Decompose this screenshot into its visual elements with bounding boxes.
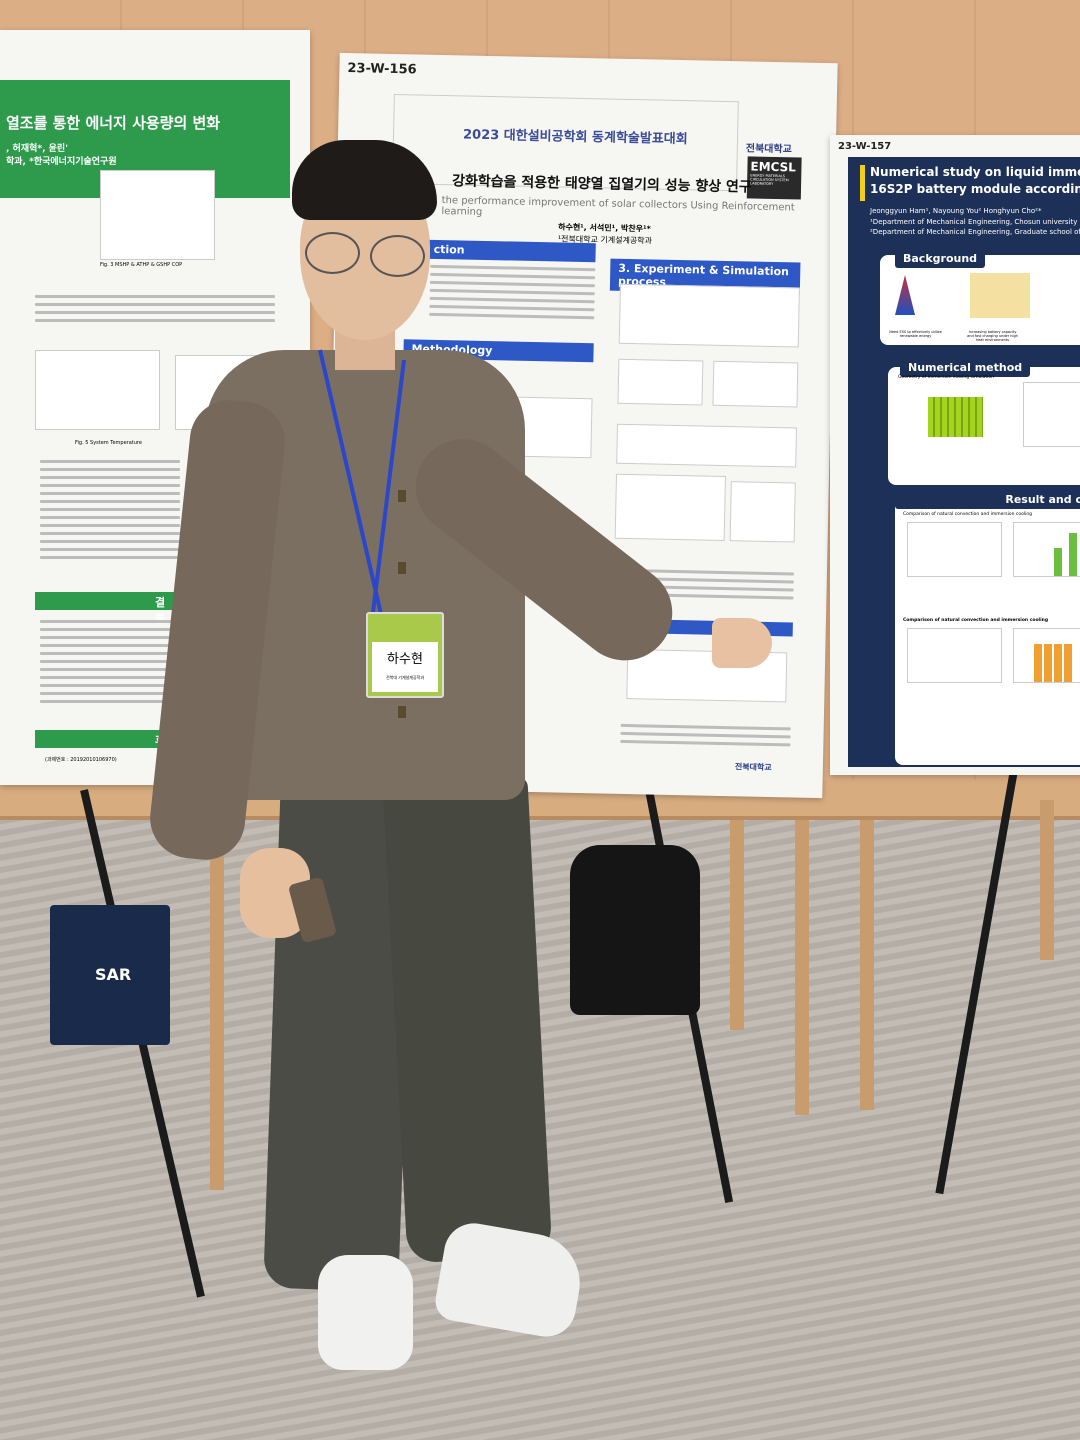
poster-authors: Jeonggyun Ham¹, Nayoung You² Honghyun Ch… (870, 207, 1042, 215)
lab-name: ENERGY MATERIALS CIRCULATION SYSTEM LABO… (750, 173, 789, 186)
result-line-chart (907, 628, 1002, 683)
university-logo: 전북대학교 (745, 143, 792, 156)
background-section: Background Need ESS to effectively utili… (880, 249, 1080, 345)
section-conclusion: 결론 (35, 592, 275, 625)
temperature-plot (617, 358, 704, 406)
method-subtitle: Geometry of immersion cooling simulation (898, 375, 994, 380)
poster-title-english: the performance improvement of solar col… (441, 195, 795, 218)
result-line-chart (907, 522, 1002, 577)
energy-graph-icon (895, 275, 915, 315)
affiliation-1: ¹Department of Mechanical Engineering, C… (870, 218, 1078, 226)
method-figure (481, 395, 593, 459)
bg-caption: Increasing battery capacity and fast cha… (967, 330, 1018, 342)
table-leg (210, 820, 224, 1190)
section-background: Background (895, 249, 986, 268)
poster-left-title: 열조를 통한 에너지 사용량의 변화 (6, 114, 221, 132)
footer-university-logo: 전북대학교 (734, 762, 772, 773)
results-plot (626, 649, 788, 703)
section-numerical-method: Numerical method (900, 358, 1031, 377)
hyperparameter-table (729, 481, 796, 543)
table-leg (730, 820, 744, 1030)
poster-left: 열조를 통한 에너지 사용량의 변화 , 허재혁*, 윤린' 학과, *한국에너… (0, 30, 310, 785)
experiment-schematic (618, 283, 800, 348)
specification-table (1023, 382, 1080, 447)
temperature-chart (175, 355, 290, 430)
result-subtitle: Comparison of natural convection and imm… (903, 512, 1033, 517)
result-bar-chart (1013, 522, 1080, 577)
grant-number: (과제번호 : 20192010106970) (45, 757, 117, 763)
poster-center: 23-W-156 2023 대한설비공학회 동계학술발표대회 전북대학교 EMC… (324, 52, 838, 799)
section-results (612, 618, 793, 637)
cop-chart (100, 170, 215, 260)
table-leg (1040, 800, 1054, 960)
poster-code: 23-W-156 (347, 61, 417, 78)
poster-title-line-2: 16S2P battery module according to imm (870, 182, 1080, 196)
temperature-chart (35, 350, 160, 430)
figure-caption: Fig. 3 MSHP & ATHP & GSHP COP (100, 262, 183, 268)
poster-left-authors: , 허재혁*, 윤린' (6, 144, 68, 154)
poster-code: 23-W-157 (838, 141, 892, 152)
lab-logo-text: EMCSL (750, 159, 797, 175)
numerical-method-section: Numerical method Geometry of immersion c… (888, 358, 1080, 485)
result-bar-chart (1013, 628, 1080, 683)
bg-caption: Need ESS to effectively utilize renewabl… (889, 330, 942, 338)
bag-label: SAR (95, 965, 132, 984)
battery-module-figure (928, 397, 983, 437)
section-result: Result and c (895, 490, 1080, 509)
affiliation-2: ²Department of Mechanical Engineering, G… (870, 228, 1080, 236)
section-methodology: Methodology (403, 339, 594, 363)
lab-logo: EMCSL ENERGY MATERIALS CIRCULATION SYSTE… (746, 156, 802, 200)
workflow-diagram (614, 473, 726, 542)
title-accent (860, 165, 865, 201)
conditions-table (616, 423, 798, 468)
heat-transfer-plot (712, 360, 799, 408)
poster-right: 23-W-157 Numerical study on liquid immer… (830, 135, 1080, 775)
backpack (570, 845, 700, 1015)
figure-caption: Fig. 5 System Temperature (75, 440, 142, 446)
poster-title-line-1: Numerical study on liquid immersion co (870, 165, 1080, 179)
section-introduction: ction (425, 239, 596, 263)
shopping-bag: SAR (50, 905, 170, 1045)
poster-left-affiliation: 학과, *한국에너지기술연구원 (6, 157, 117, 167)
result-subtitle: Comparison of natural convection and imm… (903, 618, 1049, 623)
table-leg (860, 820, 874, 1110)
battery-figure (970, 273, 1030, 318)
section-afterword: 후기 (35, 730, 275, 763)
poster-authors: 하수현¹, 서석민¹, 박찬우¹* (558, 222, 651, 234)
result-section: Result and c Comparison of natural conve… (895, 490, 1080, 765)
table-leg (795, 820, 809, 1115)
